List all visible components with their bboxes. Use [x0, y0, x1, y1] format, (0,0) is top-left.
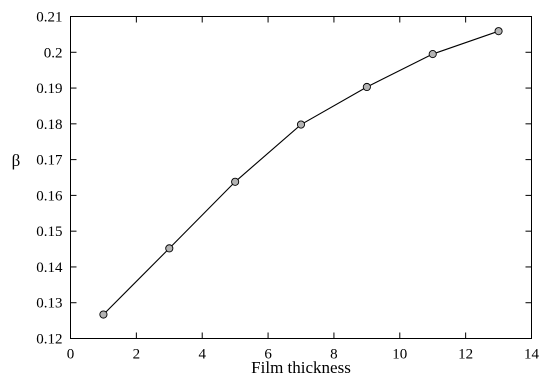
data-point [231, 177, 240, 186]
data-point [362, 82, 371, 92]
plot-frame [70, 16, 532, 339]
ticks-layer: 0 2 4 6 8 10 12 14 0.12 0.13 0.14 0.15 0.16 0.17 0.18 0… [36, 10, 539, 363]
y-tick-label: 0.13 [36, 296, 62, 312]
x-axis-label: Film thickness [251, 358, 351, 374]
x-tick-label: 2 [133, 347, 141, 363]
x-tick-label: 6 [264, 347, 272, 363]
y-tick-label: 0.21 [36, 10, 62, 26]
y-tick-label: 0.19 [36, 81, 62, 97]
y-tick-label: 0.18 [36, 117, 62, 133]
series-layer [99, 27, 503, 319]
x-tick-label: 8 [330, 347, 338, 363]
x-tick-label: 10 [392, 347, 407, 363]
y-tick-label: 0.14 [36, 260, 63, 276]
data-point [296, 120, 306, 129]
data-point [494, 27, 503, 36]
x-tick-label: 14 [524, 347, 540, 363]
data-point [99, 310, 108, 319]
x-tick-label: 12 [458, 347, 473, 363]
y-tick-label: 0.2 [44, 45, 63, 61]
y-tick-label: 0.16 [36, 188, 63, 204]
data-point [165, 244, 174, 253]
y-axis-label: β [12, 151, 21, 170]
x-tick-label: 0 [67, 347, 75, 363]
series-line [103, 30, 499, 315]
y-tick-label: 0.12 [36, 332, 62, 348]
y-tick-label: 0.15 [36, 224, 62, 240]
data-point [428, 50, 437, 59]
x-tick-label: 4 [198, 347, 206, 363]
y-tick-label: 0.17 [36, 153, 63, 169]
